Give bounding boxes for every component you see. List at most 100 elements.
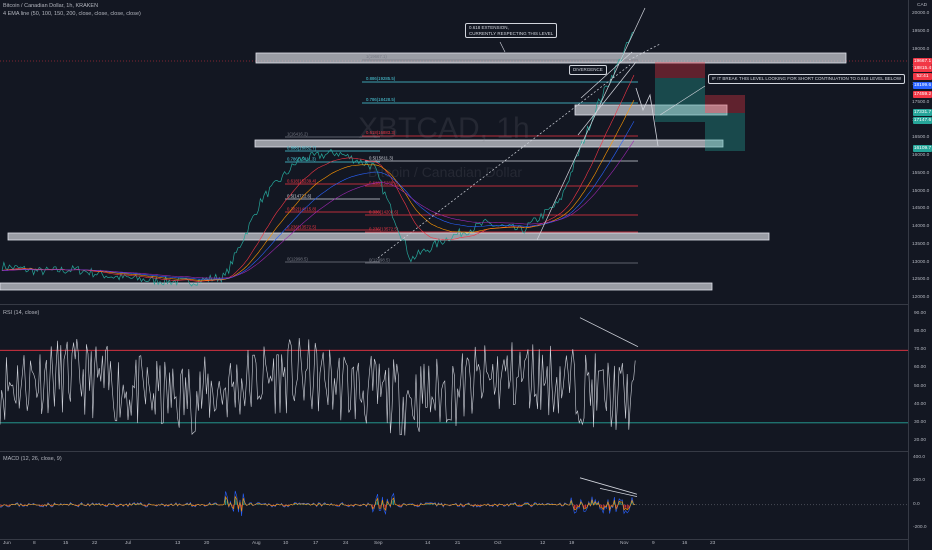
ema-line bbox=[1, 99, 635, 281]
rsi-tick-label: 80.00 bbox=[914, 329, 927, 335]
fib-lower-label: 0.382(14215.8) bbox=[287, 207, 317, 212]
time-tick-label: 21 bbox=[455, 541, 461, 546]
price-tick-label: 20000.0 bbox=[912, 11, 930, 16]
time-tick-label: 19 bbox=[569, 541, 575, 546]
price-tag: 52:41 bbox=[913, 73, 932, 80]
fib-upper-label: 0.886(19285.5) bbox=[366, 76, 396, 81]
sr-box bbox=[0, 282, 713, 291]
price-tick-label: 14500.0 bbox=[912, 206, 930, 212]
ema-line bbox=[1, 140, 635, 279]
short-stop-zone-2 bbox=[705, 95, 745, 113]
fib-lower-label: 0.236(13572.5) bbox=[287, 225, 317, 230]
rsi-label[interactable]: RSI (14, close) bbox=[3, 310, 40, 316]
price-tick-label: 16000.0 bbox=[912, 153, 930, 158]
symbol-title[interactable]: Bitcoin / Canadian Dollar, 1h, KRAKEN bbox=[3, 3, 99, 9]
trend-drawings[interactable] bbox=[377, 7, 706, 259]
macd-label[interactable]: MACD (12, 26, close, 9) bbox=[3, 456, 62, 462]
price-candles bbox=[1, 31, 635, 287]
trend-line bbox=[536, 7, 646, 241]
ema-line bbox=[1, 74, 635, 282]
trend-line bbox=[628, 43, 661, 61]
divergence-note[interactable]: DIVERGENCE bbox=[569, 65, 607, 75]
ema-legend[interactable]: 4 EMA line (50, 100, 150, 200, close, cl… bbox=[3, 11, 141, 17]
rsi-line bbox=[0, 338, 636, 436]
price-tick-label: 19000.0 bbox=[912, 46, 930, 52]
price-tick-label: 12500.0 bbox=[912, 277, 930, 283]
trend-line bbox=[580, 51, 633, 99]
price-tick-label: 16500.0 bbox=[912, 135, 930, 141]
sr-box bbox=[7, 232, 770, 241]
support-resistance-boxes[interactable] bbox=[0, 52, 847, 291]
callout-line bbox=[659, 85, 706, 116]
fib-lower-label: 0.886(16032.7) bbox=[287, 146, 317, 151]
fib-upper-label: 1(19667.1) bbox=[366, 54, 387, 59]
macd-divergence-line bbox=[599, 487, 638, 497]
time-tick-label: Oct bbox=[494, 541, 502, 546]
callout-line bbox=[499, 41, 506, 53]
fib-mid-label: 0.236(13572.5) bbox=[369, 227, 399, 232]
price-tick-label: 15000.0 bbox=[912, 188, 930, 194]
watermark-name: Bitcoin / Canadian Dollar bbox=[368, 164, 523, 180]
short-target-zone bbox=[655, 78, 705, 122]
price-tick-label: 17500.0 bbox=[912, 99, 930, 105]
price-tag: 16109.7 bbox=[913, 145, 932, 152]
time-tick-label: Sep bbox=[374, 541, 383, 546]
price-tag: 17147.6 bbox=[913, 117, 932, 124]
time-tick-label: Jun bbox=[3, 541, 11, 546]
fib-upper-label: 0.786(18428.5) bbox=[366, 97, 396, 102]
fib-lower-label: 0.5(14722.6) bbox=[287, 194, 312, 199]
price-tick-label: 14000.0 bbox=[912, 224, 930, 229]
fib-lower-label: 1(16416.2) bbox=[287, 132, 308, 137]
rsi-panel bbox=[0, 317, 908, 436]
price-tick-label: 13500.0 bbox=[912, 241, 930, 247]
time-tick-label: 14 bbox=[425, 541, 431, 546]
projection-path bbox=[635, 87, 659, 147]
time-tick-label: 22 bbox=[92, 541, 98, 546]
chart-header: Bitcoin / Canadian Dollar, 1h, KRAKEN 4 … bbox=[3, 2, 141, 18]
price-tick-label: 15500.0 bbox=[912, 170, 930, 176]
time-tick-label: 24 bbox=[343, 541, 349, 546]
macd-signal-line bbox=[0, 495, 636, 512]
macd-tick-label: 400.0 bbox=[913, 454, 926, 460]
short-stop-zone bbox=[655, 62, 705, 78]
trend-line bbox=[577, 61, 637, 136]
fib-lower-label: 0(12998.5) bbox=[287, 257, 308, 262]
price-tag: 17459.2 bbox=[913, 91, 932, 98]
time-tick-label: 20 bbox=[204, 541, 210, 546]
time-tick-label: 8 bbox=[33, 541, 36, 546]
price-tick-label: 13000.0 bbox=[912, 259, 930, 265]
time-tick-label: 15 bbox=[63, 541, 69, 546]
ema-line bbox=[1, 121, 635, 280]
rsi-tick-label: 60.00 bbox=[914, 365, 927, 371]
price-tick-label: 12000.0 bbox=[912, 295, 930, 300]
fib-upper-label: 0.618(16883.3) bbox=[366, 130, 396, 135]
fib-mid-label: 0.5(15811.3) bbox=[369, 156, 394, 161]
macd-divergence-line bbox=[579, 477, 638, 495]
time-tick-label: Aug bbox=[252, 541, 261, 546]
extension-note[interactable]: 0.618 EXTENSION, CURRENTLY RESPECTING TH… bbox=[465, 23, 558, 38]
short-target-zone-2 bbox=[705, 113, 745, 151]
time-tick-label: 9 bbox=[652, 541, 655, 546]
rsi-tick-label: 40.00 bbox=[914, 401, 927, 407]
rsi-tick-label: 50.00 bbox=[914, 383, 927, 389]
currency-label: CAD bbox=[917, 3, 928, 8]
macd-line bbox=[0, 490, 636, 516]
price-tick-label: 19500.0 bbox=[912, 28, 930, 34]
rsi-tick-label: 30.00 bbox=[914, 419, 927, 425]
time-tick-label: Jul bbox=[125, 541, 132, 546]
trend-line bbox=[377, 64, 631, 259]
time-tick-label: 13 bbox=[175, 541, 181, 546]
rsi-tick-label: 20.00 bbox=[914, 437, 927, 443]
macd-panel bbox=[0, 477, 908, 516]
price-tag: 19667.1 bbox=[913, 58, 932, 65]
sr-box bbox=[254, 139, 724, 148]
macd-tick-label: 200.0 bbox=[913, 478, 926, 484]
time-tick-label: 10 bbox=[283, 541, 289, 546]
time-tick-label: 16 bbox=[682, 541, 688, 546]
sr-box bbox=[255, 52, 847, 64]
break-note[interactable]: IF IT BREAK THIS LEVEL LOOKING FOR SHORT… bbox=[708, 74, 906, 84]
time-tick-label: 23 bbox=[710, 541, 716, 546]
price-tag: 17331.7 bbox=[913, 109, 932, 116]
price-series bbox=[1, 31, 635, 287]
